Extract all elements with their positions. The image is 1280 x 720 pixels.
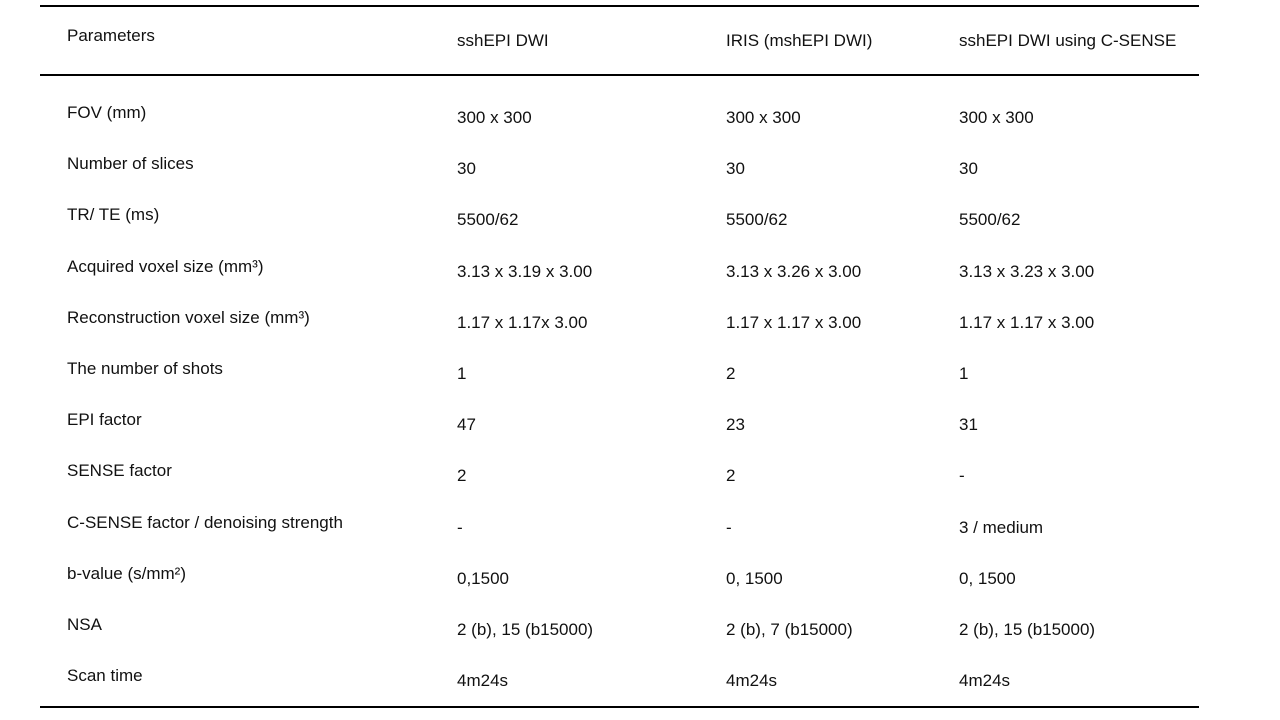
row-label: b-value (s/mm²) <box>67 563 187 583</box>
table-cell: 5500/62 <box>959 210 1021 230</box>
table-cell: 300 x 300 <box>457 108 532 127</box>
table-cell: 300 x 300 <box>726 108 801 127</box>
row-label: NSA <box>67 615 102 634</box>
header-cell: IRIS (mshEPI DWI) <box>726 31 873 50</box>
table-cell: 4m24s <box>726 671 778 691</box>
table-cell: 5500/62 <box>457 210 519 230</box>
header-cell: Parameters <box>67 26 155 45</box>
top-rule <box>40 5 1199 7</box>
table-cell: 2 <box>726 466 736 486</box>
table-cell: 2 <box>726 364 736 383</box>
row-label: The number of shots <box>67 359 223 378</box>
table-cell: 30 <box>959 159 978 179</box>
table-cell: 30 <box>457 159 476 179</box>
table-cell: 3.13 x 3.19 x 3.00 <box>457 261 593 281</box>
table-cell: 1 <box>457 364 467 383</box>
table-cell: 47 <box>457 415 476 435</box>
header-rule <box>40 74 1199 76</box>
table-cell: 2 (b), 15 (b15000) <box>457 620 594 639</box>
row-label: Acquired voxel size (mm³) <box>67 256 264 276</box>
table-cell: 2 (b), 15 (b15000) <box>959 620 1096 639</box>
header-cell: sshEPI DWI using C-SENSE <box>959 31 1177 50</box>
table-cell: - <box>457 517 463 537</box>
table-cell: 300 x 300 <box>959 108 1034 127</box>
row-label: EPI factor <box>67 410 142 430</box>
table-cell: 4m24s <box>959 671 1011 691</box>
table-cell: 3 / medium <box>959 517 1044 537</box>
row-label: C-SENSE factor / denoising strength <box>67 512 343 532</box>
table-cell: 5500/62 <box>726 210 788 230</box>
row-label: Number of slices <box>67 154 194 174</box>
row-label: SENSE factor <box>67 461 172 481</box>
table-cell: 2 <box>457 466 467 486</box>
table-cell: 0,1500 <box>457 568 509 588</box>
table-cell: 2 (b), 7 (b15000) <box>726 620 853 639</box>
table-cell: 30 <box>726 159 745 179</box>
row-label: TR/ TE (ms) <box>67 205 160 225</box>
bottom-rule <box>40 706 1199 708</box>
table-cell: - <box>726 517 732 537</box>
table-cell: 3.13 x 3.23 x 3.00 <box>959 261 1095 281</box>
table-cell: 1.17 x 1.17 x 3.00 <box>959 312 1095 332</box>
table-cell: 31 <box>959 415 978 435</box>
table-cell: 3.13 x 3.26 x 3.00 <box>726 261 862 281</box>
table-cell: 23 <box>726 415 745 435</box>
table-cell: 0, 1500 <box>959 568 1016 588</box>
table-cell: 4m24s <box>457 671 509 691</box>
header-cell: sshEPI DWI <box>457 31 549 50</box>
row-label: Reconstruction voxel size (mm³) <box>67 307 310 327</box>
table-cell: 1.17 x 1.17 x 3.00 <box>726 312 862 332</box>
table-cell: 0, 1500 <box>726 568 783 588</box>
table-cell: 1 <box>959 364 969 383</box>
row-label: Scan time <box>67 666 143 686</box>
table-cell: 1.17 x 1.17x 3.00 <box>457 312 588 332</box>
table-cell: - <box>959 466 965 486</box>
row-label: FOV (mm) <box>67 103 147 122</box>
